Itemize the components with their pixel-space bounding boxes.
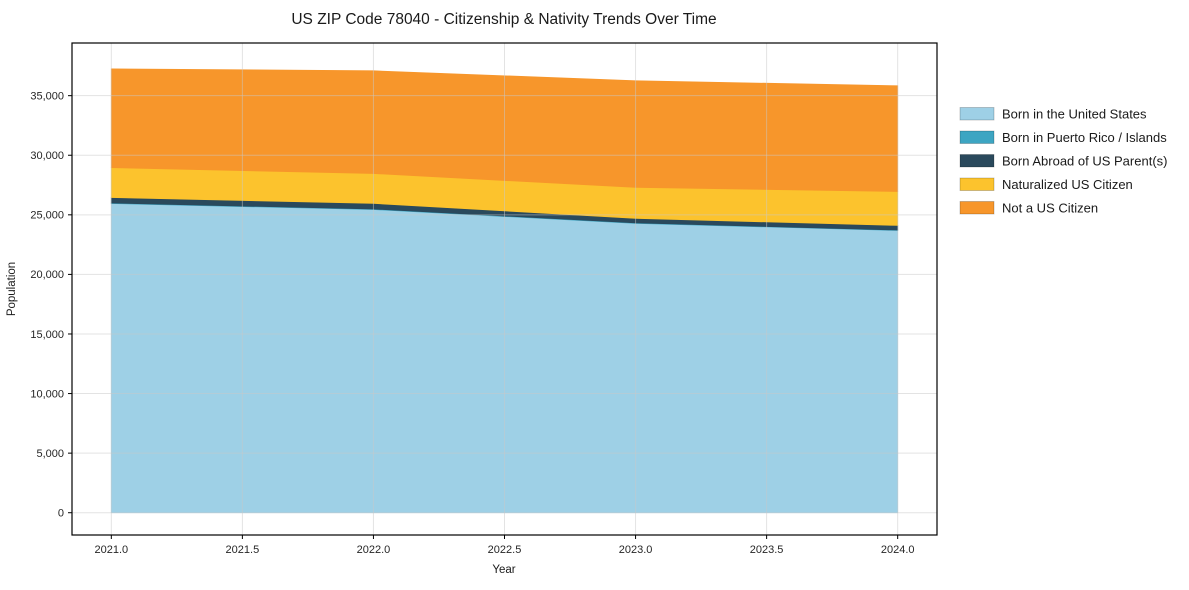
- x-tick-label: 2022.5: [488, 544, 522, 556]
- legend-item-label: Born Abroad of US Parent(s): [1002, 154, 1167, 169]
- y-tick-label: 5,000: [36, 448, 64, 460]
- chart-title: US ZIP Code 78040 - Citizenship & Nativi…: [291, 11, 716, 28]
- y-axis-label: Population: [6, 262, 18, 316]
- legend-item-label: Born in Puerto Rico / Islands: [1002, 130, 1167, 145]
- y-tick-label: 25,000: [30, 210, 64, 222]
- gridlines: [72, 43, 937, 535]
- y-tick-label: 20,000: [30, 269, 64, 281]
- legend-item: Not a US Citizen: [959, 201, 1098, 216]
- legend-item-label: Born in the United States: [1002, 107, 1147, 122]
- x-tick-label: 2023.0: [619, 544, 653, 556]
- y-tick-label: 30,000: [30, 150, 64, 162]
- legend-swatch: [959, 177, 995, 191]
- legend-swatch: [959, 130, 995, 144]
- legend: Born in the United States Born in Puerto …: [959, 107, 1167, 216]
- x-tick-label: 2021.0: [94, 544, 128, 556]
- x-tick-label: 2023.5: [750, 544, 784, 556]
- legend-swatch: [959, 107, 995, 121]
- x-tick-label: 2024.0: [881, 544, 915, 556]
- axis-ticks: 0 5,000 10,000 15,000 20,000 25,000 30,000 35,0…: [30, 90, 914, 556]
- y-tick-label: 15,000: [30, 329, 64, 341]
- y-tick-label: 35,000: [30, 90, 64, 102]
- legend-item-label: Naturalized US Citizen: [1002, 177, 1133, 192]
- x-tick-label: 2021.5: [226, 544, 260, 556]
- x-axis-label: Year: [492, 564, 515, 576]
- legend-swatch: [959, 201, 995, 215]
- y-tick-label: 0: [58, 508, 64, 520]
- legend-swatch: [959, 154, 995, 168]
- legend-item: Naturalized US Citizen: [959, 177, 1133, 192]
- y-tick-label: 10,000: [30, 388, 64, 400]
- x-tick-label: 2022.0: [357, 544, 391, 556]
- legend-item-label: Not a US Citizen: [1002, 201, 1098, 216]
- legend-item: Born in Puerto Rico / Islands: [959, 130, 1167, 145]
- legend-item: Born Abroad of US Parent(s): [959, 154, 1167, 169]
- legend-item: Born in the United States: [959, 107, 1147, 122]
